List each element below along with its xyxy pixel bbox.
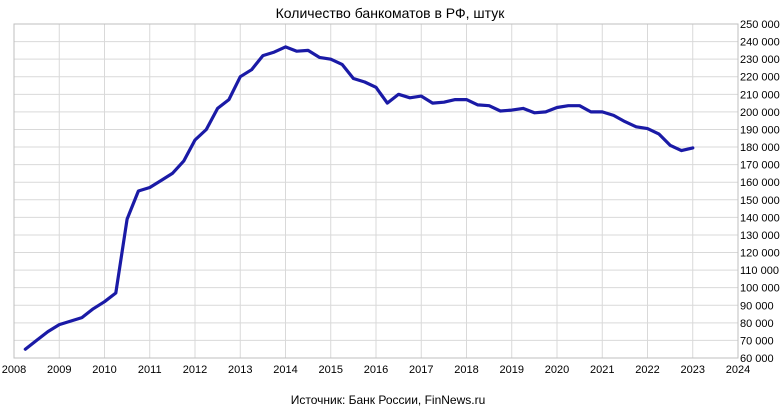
chart-source-note: Источник: Банк России, FinNews.ru [291, 393, 486, 407]
x-tick-label: 2013 [228, 364, 252, 376]
x-tick-label: 2016 [364, 364, 388, 376]
y-tick-label: 220 000 [740, 72, 780, 84]
y-tick-label: 200 000 [740, 107, 780, 119]
y-tick-label: 140 000 [740, 212, 780, 224]
y-tick-label: 80 000 [740, 318, 774, 330]
y-tick-label: 230 000 [740, 54, 780, 66]
y-tick-label: 180 000 [740, 142, 780, 154]
x-tick-label: 2011 [138, 364, 162, 376]
gridlines [13, 23, 739, 359]
y-tick-label: 240 000 [740, 37, 780, 49]
x-tick-label: 2019 [500, 364, 524, 376]
y-tick-label: 100 000 [740, 283, 780, 295]
x-tick-label: 2015 [319, 364, 343, 376]
x-tick-label: 2012 [183, 364, 207, 376]
x-tick-label: 2021 [590, 364, 614, 376]
x-tick-label: 2009 [47, 364, 71, 376]
y-tick-label: 190 000 [740, 124, 780, 136]
y-tick-label: 150 000 [740, 195, 780, 207]
x-axis-ticks: 2008 2009 2010 2011 2012 2013 2014 2015 2016 2017… [2, 364, 750, 376]
y-tick-label: 110 000 [740, 265, 779, 277]
x-tick-label: 2022 [635, 364, 659, 376]
x-tick-label: 2017 [409, 364, 433, 376]
y-tick-label: 130 000 [740, 230, 780, 242]
x-tick-label: 2023 [681, 364, 705, 376]
y-tick-label: 170 000 [740, 160, 780, 172]
x-tick-label: 2020 [545, 364, 569, 376]
x-tick-label: 2008 [2, 364, 26, 376]
series-line-atm-count [23, 45, 695, 351]
x-tick-label: 2010 [92, 364, 116, 376]
y-tick-label: 90 000 [740, 300, 774, 312]
y-tick-label: 60 000 [740, 353, 774, 365]
x-tick-label: 2014 [273, 364, 297, 376]
y-tick-label: 210 000 [740, 89, 780, 101]
y-tick-label: 160 000 [740, 177, 780, 189]
plot-frame [13, 23, 739, 359]
y-tick-label: 250 000 [740, 19, 780, 31]
x-tick-label: 2018 [454, 364, 478, 376]
x-tick-label: 2024 [726, 364, 750, 376]
y-tick-label: 120 000 [740, 248, 780, 260]
y-tick-label: 70 000 [740, 335, 774, 347]
chart-title: Количество банкоматов в РФ, штук [276, 5, 506, 21]
y-axis-ticks: 60 000 70 000 80 000 90 000 100 000 110 000 12… [740, 19, 780, 365]
